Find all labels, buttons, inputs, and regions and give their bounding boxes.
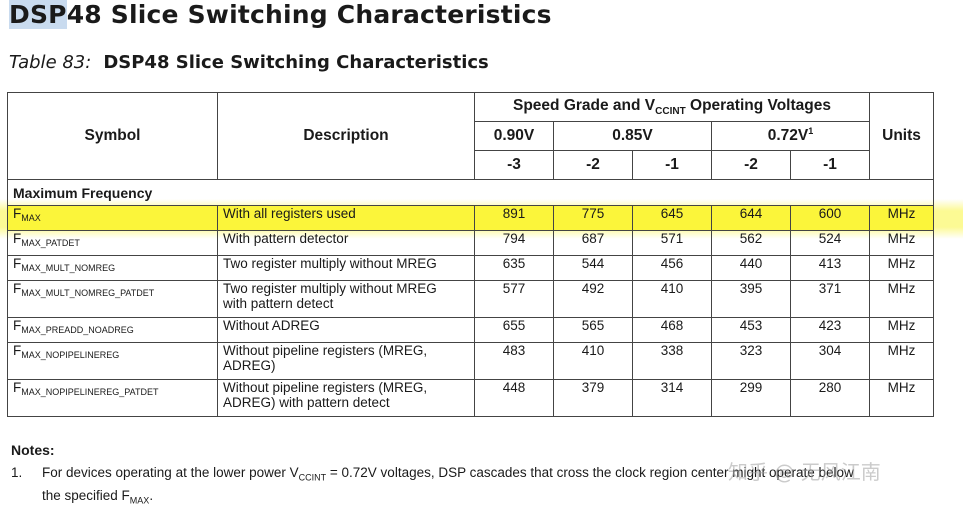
description-cell: Two register multiply without MREG xyxy=(217,255,475,281)
value-cell: 440 xyxy=(711,255,791,281)
value-cell: 280 xyxy=(790,379,870,417)
unit-cell: MHz xyxy=(869,230,934,256)
voltage-header: 0.85V xyxy=(553,121,712,151)
table-row: FMAX_PATDET With pattern detector 794 687 57… xyxy=(7,230,934,256)
grade-header: -2 xyxy=(553,150,633,180)
switching-characteristics-table: Symbol Description Speed Grade and VCCIN… xyxy=(7,92,934,417)
value-cell: 453 xyxy=(711,317,791,343)
caption-label: Table 83: xyxy=(9,52,92,73)
value-cell: 524 xyxy=(790,230,870,256)
value-cell: 468 xyxy=(632,317,712,343)
value-cell: 891 xyxy=(474,205,554,231)
description-cell: Without pipeline registers (MREG, ADREG) … xyxy=(217,379,475,417)
table-row: FMAX_MULT_NOMREG_PATDET Two register mult… xyxy=(7,280,934,318)
value-cell: 379 xyxy=(553,379,633,417)
value-cell: 577 xyxy=(474,280,554,318)
table-row: FMAX_MULT_NOMREG Two register multiply wi… xyxy=(7,255,934,281)
page-title: DSP48 Slice Switching Characteristics xyxy=(9,0,552,29)
description-cell: With all registers used xyxy=(217,205,475,231)
header-speed-grade: Speed Grade and VCCINT Operating Voltage… xyxy=(474,92,870,122)
description-cell: Without pipeline registers (MREG, ADREG) xyxy=(217,342,475,380)
symbol-cell: FMAX xyxy=(7,205,218,231)
value-cell: 571 xyxy=(632,230,712,256)
value-cell: 456 xyxy=(632,255,712,281)
grade-header: -1 xyxy=(632,150,712,180)
value-cell: 410 xyxy=(632,280,712,318)
value-cell: 562 xyxy=(711,230,791,256)
symbol-cell: FMAX_MULT_NOMREG xyxy=(7,255,218,281)
value-cell: 371 xyxy=(790,280,870,318)
value-cell: 423 xyxy=(790,317,870,343)
voltage-header: 0.72V1 xyxy=(711,121,870,151)
section-heading: Maximum Frequency xyxy=(7,179,934,206)
value-cell: 483 xyxy=(474,342,554,380)
description-cell: Two register multiply without MREG with p… xyxy=(217,280,475,318)
value-cell: 544 xyxy=(553,255,633,281)
unit-cell: MHz xyxy=(869,280,934,318)
value-cell: 635 xyxy=(474,255,554,281)
notes: Notes: 1. For devices operating at the l… xyxy=(11,442,922,509)
table-row: FMAX_NOPIPELINEREG_PATDET Without pipelin… xyxy=(7,379,934,417)
voltage-header: 0.90V xyxy=(474,121,554,151)
value-cell: 413 xyxy=(790,255,870,281)
value-cell: 492 xyxy=(553,280,633,318)
notes-title: Notes: xyxy=(11,442,55,458)
note-item: 1. For devices operating at the lower po… xyxy=(11,465,854,506)
unit-cell: MHz xyxy=(869,379,934,417)
value-cell: 644 xyxy=(711,205,791,231)
table-row: FMAX_NOPIPELINEREG Without pipeline regis… xyxy=(7,342,934,380)
watermark: 知乎 @ 无风江南 xyxy=(728,460,881,484)
symbol-cell: FMAX_PATDET xyxy=(7,230,218,256)
grade-header: -3 xyxy=(474,150,554,180)
value-cell: 395 xyxy=(711,280,791,318)
title-highlight: DSP xyxy=(9,0,67,29)
grade-header: -1 xyxy=(790,150,870,180)
title-rest: 48 Slice Switching Characteristics xyxy=(66,0,552,29)
footnote-ref: 1 xyxy=(808,126,814,137)
value-cell: 687 xyxy=(553,230,633,256)
value-cell: 299 xyxy=(711,379,791,417)
grade-header: -2 xyxy=(711,150,791,180)
unit-cell: MHz xyxy=(869,255,934,281)
value-cell: 448 xyxy=(474,379,554,417)
note-number: 1. xyxy=(11,465,23,480)
caption-title: DSP48 Slice Switching Characteristics xyxy=(103,52,489,73)
unit-cell: MHz xyxy=(869,205,934,231)
symbol-cell: FMAX_MULT_NOMREG_PATDET xyxy=(7,280,218,318)
table-row: FMAX With all registers used 891 775 645 644 6… xyxy=(7,205,934,231)
table-caption: Table 83: DSP48 Slice Switching Character… xyxy=(9,52,489,73)
header-units: Units xyxy=(869,92,934,180)
unit-cell: MHz xyxy=(869,342,934,380)
header-description: Description xyxy=(217,92,475,180)
value-cell: 600 xyxy=(790,205,870,231)
value-cell: 410 xyxy=(553,342,633,380)
description-cell: With pattern detector xyxy=(217,230,475,256)
symbol-cell: FMAX_NOPIPELINEREG_PATDET xyxy=(7,379,218,417)
value-cell: 323 xyxy=(711,342,791,380)
value-cell: 304 xyxy=(790,342,870,380)
value-cell: 314 xyxy=(632,379,712,417)
value-cell: 655 xyxy=(474,317,554,343)
symbol-cell: FMAX_NOPIPELINEREG xyxy=(7,342,218,380)
table-row: FMAX_PREADD_NOADREG Without ADREG 655 565 46… xyxy=(7,317,934,343)
value-cell: 565 xyxy=(553,317,633,343)
header-symbol: Symbol xyxy=(7,92,218,180)
value-cell: 775 xyxy=(553,205,633,231)
unit-cell: MHz xyxy=(869,317,934,343)
value-cell: 645 xyxy=(632,205,712,231)
description-cell: Without ADREG xyxy=(217,317,475,343)
symbol-cell: FMAX_PREADD_NOADREG xyxy=(7,317,218,343)
value-cell: 338 xyxy=(632,342,712,380)
table-body: FMAX With all registers used 891 775 645 644 6… xyxy=(7,205,934,417)
value-cell: 794 xyxy=(474,230,554,256)
